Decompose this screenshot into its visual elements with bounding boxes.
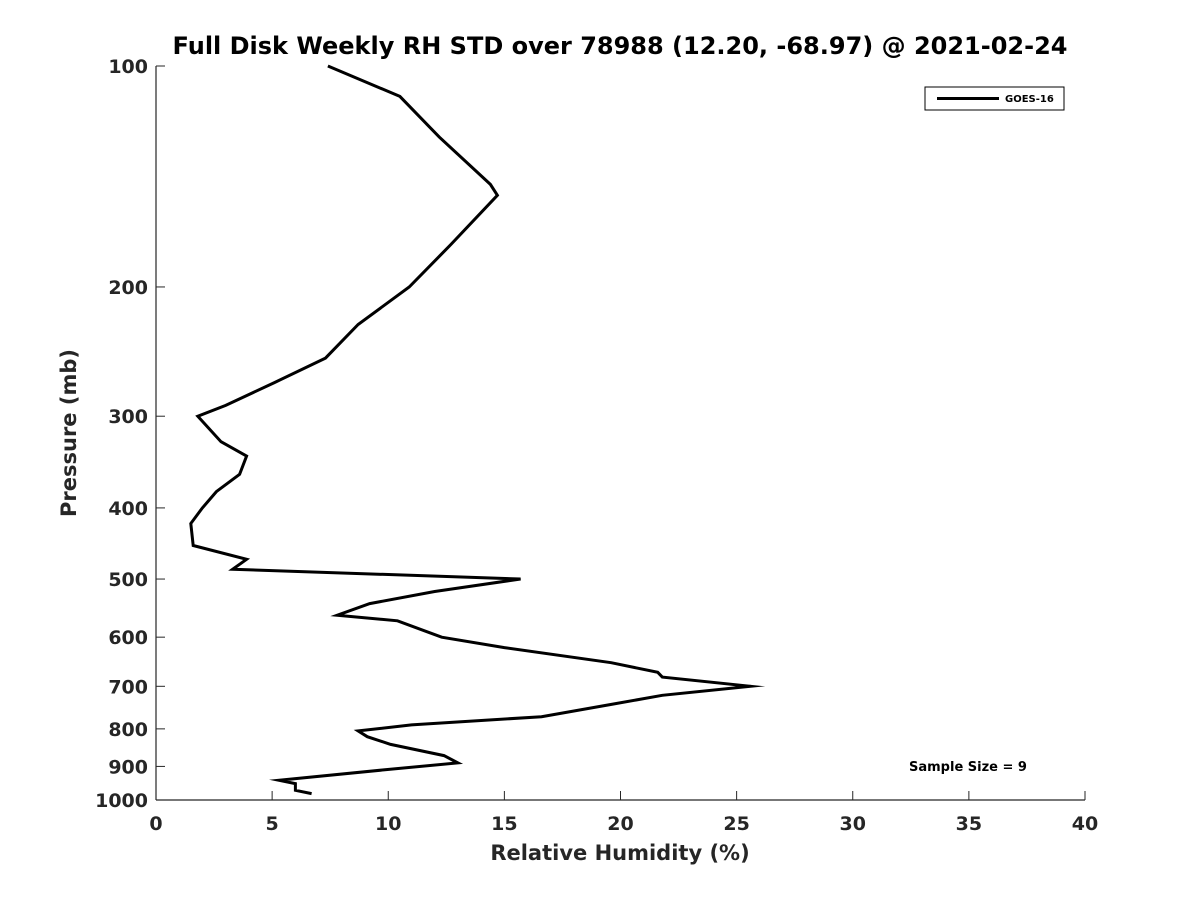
x-tick-label: 10 — [375, 813, 401, 835]
x-axis-ticks: 0 5 10 15 20 25 30 35 40 — [149, 791, 1098, 835]
y-axis-ticks: 100 200 300 400 500 600 700 800 900 1000 — [95, 56, 165, 812]
sample-size-annotation: Sample Size = 9 — [909, 760, 1027, 775]
x-axis-label: Relative Humidity (%) — [490, 841, 749, 865]
x-tick-label: 0 — [149, 813, 162, 835]
x-tick-label: 5 — [266, 813, 279, 835]
y-tick-label: 1000 — [95, 790, 148, 812]
y-tick-label: 700 — [108, 676, 148, 698]
series-lines — [189, 64, 766, 796]
y-tick-label: 200 — [108, 277, 148, 299]
x-tick-label: 15 — [491, 813, 517, 835]
y-tick-label: 300 — [108, 406, 148, 428]
x-tick-label: 25 — [723, 813, 749, 835]
x-tick-label: 20 — [607, 813, 633, 835]
y-tick-label: 800 — [108, 719, 148, 741]
y-tick-label: 100 — [108, 56, 148, 78]
y-tick-label: 600 — [108, 627, 148, 649]
chart-title: Full Disk Weekly RH STD over 78988 (12.2… — [173, 32, 1068, 60]
legend: GOES-16 — [924, 86, 1065, 111]
y-tick-label: 500 — [108, 569, 148, 591]
x-tick-label: 40 — [1072, 813, 1098, 835]
legend-entry-goes-16: GOES-16 — [1005, 94, 1054, 105]
y-tick-label: 400 — [108, 498, 148, 520]
x-tick-label: 30 — [840, 813, 866, 835]
y-axis-label: Pressure (mb) — [57, 349, 81, 517]
series-line-goes-16 — [189, 64, 766, 796]
y-tick-label: 900 — [108, 756, 148, 778]
x-tick-label: 35 — [956, 813, 982, 835]
